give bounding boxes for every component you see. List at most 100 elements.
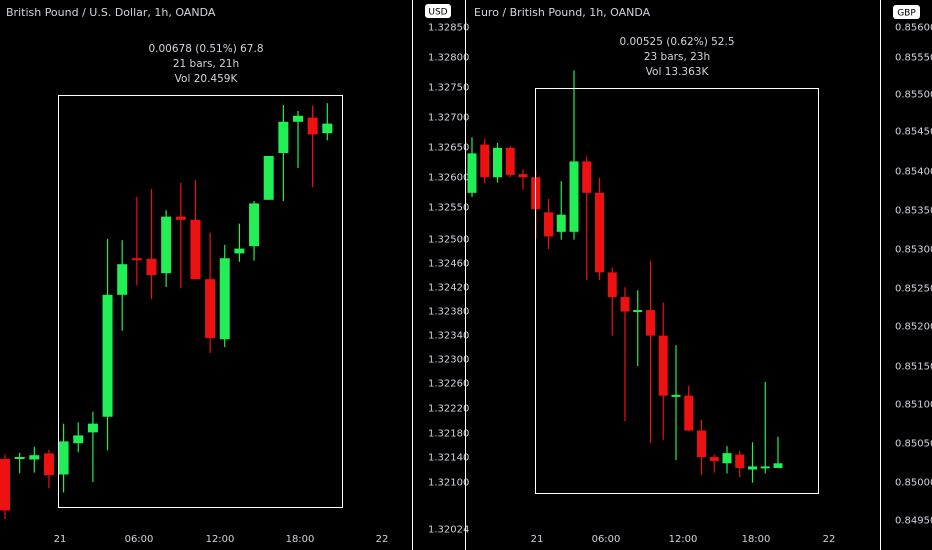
gbpusd-price-tick-label: 1.32460 — [428, 259, 469, 270]
gbpusd-candle — [87, 411, 98, 482]
eurgbp-time-tick-label: 22 — [823, 534, 836, 545]
eurgbp-candle-body — [748, 466, 757, 470]
eurgbp-candle — [518, 169, 528, 190]
eurgbp-candle — [544, 199, 553, 249]
eurgbp-candle-body — [773, 463, 783, 468]
eurgbp-candle-body — [595, 192, 604, 273]
gbpusd-candle — [249, 201, 260, 261]
eurgbp-currency-badge: GBP — [893, 5, 920, 19]
gbpusd-candle — [0, 454, 10, 520]
eurgbp-candle-body — [671, 394, 681, 397]
eurgbp-candle — [684, 385, 694, 432]
gbpusd-currency-badge: USD — [425, 4, 451, 18]
gbpusd-measure-rectangle[interactable] — [58, 95, 343, 508]
eurgbp-candle-body — [684, 395, 694, 431]
gbpusd-candle — [278, 105, 289, 201]
eurgbp-candle — [646, 260, 655, 443]
eurgbp-candle — [556, 181, 566, 240]
eurgbp-time-axis[interactable]: 21 06:00 12:00 18:00 22 — [531, 534, 836, 545]
eurgbp-time-tick-label: 21 — [531, 534, 544, 545]
eurgbp-measure-volume: Vol 13.363K — [646, 66, 710, 78]
gbpusd-candle-body — [322, 123, 333, 134]
eurgbp-currency-label: GBP — [897, 9, 916, 19]
gbpusd-price-tick-label: 1.32300 — [428, 355, 469, 366]
gbpusd-candle — [102, 239, 113, 451]
gbpusd-candle-body — [249, 203, 260, 247]
gbpusd-candle — [205, 232, 216, 353]
gbpusd-candle — [43, 449, 54, 489]
gbpusd-price-tick-label: 1.32100 — [428, 478, 469, 489]
gbpusd-candle — [131, 196, 142, 286]
gbpusd-price-tick-label: 1.32600 — [428, 173, 469, 184]
gbpusd-panel[interactable]: British Pound / U.S. Dollar, 1h, OANDA 0… — [0, 0, 469, 550]
gbpusd-price-tick-label: 1.32750 — [428, 83, 469, 94]
gbpusd-price-tick-label: 1.32260 — [428, 379, 469, 390]
eurgbp-candle — [493, 143, 502, 183]
eurgbp-measure-box[interactable]: 0.00525 (0.62%) 52.5 23 bars, 23h Vol 13… — [535, 36, 819, 494]
gbpusd-candle-body — [87, 423, 98, 433]
eurgbp-candle — [697, 419, 706, 475]
gbpusd-candle — [146, 189, 157, 299]
eurgbp-chart-title: Euro / British Pound, 1h, OANDA — [474, 6, 651, 19]
gbpusd-candle — [117, 240, 128, 331]
gbpusd-price-tick-label: 1.32650 — [428, 143, 469, 154]
eurgbp-candle-body — [480, 144, 490, 178]
gbpusd-time-tick-label: 22 — [376, 534, 389, 545]
gbpusd-time-axis[interactable]: 21 06:00 12:00 18:00 22 — [54, 534, 389, 545]
gbpusd-candle — [161, 210, 172, 287]
gbpusd-price-tick-label: 1.32380 — [428, 307, 469, 318]
gbpusd-candle-body — [29, 455, 40, 460]
eurgbp-candle — [748, 442, 757, 483]
gbpusd-candle-body — [14, 457, 25, 459]
gbpusd-candle — [219, 245, 230, 347]
eurgbp-candle — [709, 454, 719, 473]
eurgbp-candle-body — [569, 161, 579, 232]
gbpusd-candle-body — [73, 435, 84, 444]
gbpusd-measure-volume: Vol 20.459K — [175, 73, 239, 85]
eurgbp-candle — [620, 287, 630, 422]
gbpusd-time-tick-label: 12:00 — [206, 534, 235, 545]
eurgbp-time-tick-label: 18:00 — [742, 534, 771, 545]
gbpusd-candle-body — [190, 219, 201, 280]
eurgbp-candle — [582, 156, 592, 281]
eurgbp-candle — [467, 137, 477, 197]
eurgbp-candle-body — [760, 466, 770, 469]
gbpusd-currency-badge-bg — [425, 4, 451, 18]
eurgbp-candle-body — [646, 310, 655, 336]
eurgbp-time-tick-label: 06:00 — [592, 534, 621, 545]
eurgbp-candle-body — [467, 153, 477, 193]
gbpusd-candle-body — [161, 216, 172, 274]
gbpusd-price-tick-label: 1.32024 — [428, 525, 469, 536]
eurgbp-candle — [722, 446, 732, 474]
eurgbp-candle-body — [493, 147, 502, 178]
gbpusd-price-tick-label: 1.32850 — [428, 23, 469, 34]
eurgbp-candle — [773, 436, 783, 468]
gbpusd-measure-box[interactable]: 0.00678 (0.51%) 67.8 21 bars, 21h Vol 20… — [58, 43, 343, 508]
eurgbp-candle-body — [709, 457, 719, 461]
eurgbp-candle-body — [620, 297, 630, 312]
eurgbp-candle — [595, 178, 604, 281]
gbpusd-price-axis[interactable]: 1.32850 1.32800 1.32750 1.32700 1.32650 1.326… — [428, 23, 469, 536]
eurgbp-candle — [658, 302, 668, 440]
gbpusd-price-tick-label: 1.32220 — [428, 404, 469, 415]
gbpusd-candle-body — [293, 115, 303, 122]
eurgbp-panel[interactable]: Euro / British Pound, 1h, OANDA 0.00525 … — [467, 0, 932, 550]
gbpusd-candle — [14, 452, 25, 474]
gbpusd-candle — [293, 111, 303, 168]
eurgbp-candle-body — [735, 454, 745, 468]
eurgbp-measure-rectangle[interactable] — [535, 88, 819, 494]
eurgbp-candle — [607, 267, 617, 336]
